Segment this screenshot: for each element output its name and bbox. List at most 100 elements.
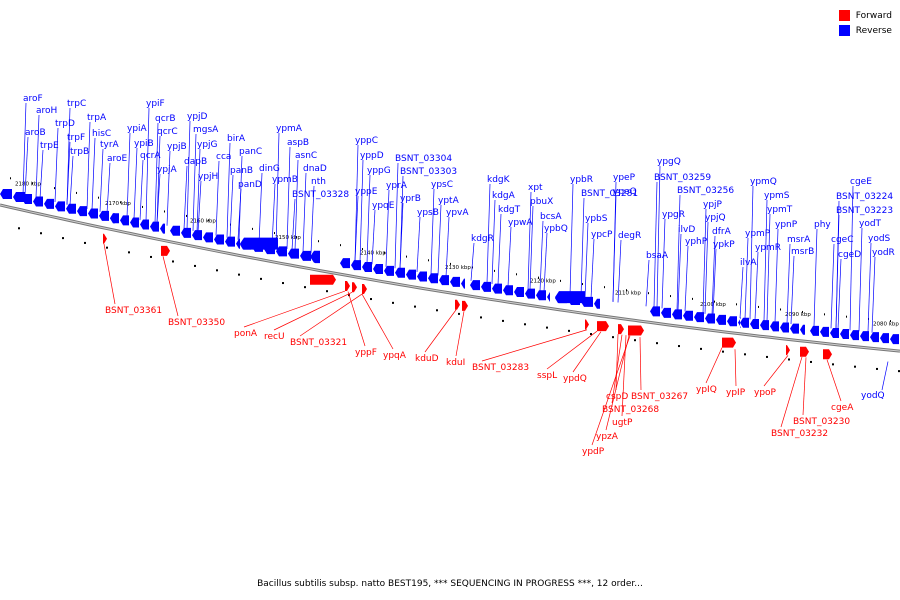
forward-gene-label: BSNT_03230 [793, 417, 850, 427]
reverse-gene-arrow [120, 215, 129, 226]
reverse-leader-line [437, 204, 442, 276]
reverse-gene-label: ypkP [713, 240, 735, 250]
reverse-gene-label: yodR [872, 248, 895, 258]
axis-tick-mark [120, 201, 121, 204]
reverse-gene-arrow [547, 291, 550, 302]
axis-tick-mark [890, 320, 891, 323]
reverse-gene-arrow [13, 191, 25, 202]
reverse-gene-label: ypgQ [657, 157, 681, 167]
reverse-leader-line [226, 142, 231, 238]
forward-gene-arrow [362, 284, 367, 295]
reverse-gene-arrow [22, 193, 32, 204]
axis-tick-mark [604, 286, 605, 289]
forward-gene-arrow [161, 245, 170, 256]
position-dot [370, 298, 372, 301]
forward-leader-line [780, 356, 803, 428]
forward-gene-labels: BSNT_03361 BSNT_03350 ponA recU BSNT_03321yp… [105, 306, 854, 457]
reverse-leader-line [215, 160, 220, 236]
reverse-gene-label: ypjG [197, 140, 218, 150]
reverse-gene-label: degR [618, 231, 641, 241]
axis-kbp-label: 2110 kbp [615, 291, 641, 297]
forward-gene-label: ypIQ [696, 385, 717, 395]
reverse-gene-label: pbuX [530, 197, 553, 207]
position-dot [788, 358, 790, 361]
reverse-gene-label: yppG [367, 166, 391, 176]
reverse-gene-arrow [650, 306, 660, 317]
reverse-leader-line [539, 220, 544, 292]
forward-gene-label: BSNT_03350 [168, 318, 225, 328]
axis-tick-mark [626, 289, 627, 292]
reverse-gene-label: BSNT_03259 [654, 173, 711, 183]
reverse-gene-label: phy [814, 220, 831, 230]
forward-gene-arrow [618, 324, 624, 335]
forward-gene-label: ypIP [726, 388, 746, 398]
axis-tick-mark [648, 292, 649, 295]
reverse-leader-line [580, 197, 585, 298]
axis-tick-mark [318, 240, 319, 243]
reverse-leader-line [774, 228, 779, 323]
forward-gene-label: BSNT_03268 [602, 405, 659, 415]
position-dot [898, 370, 900, 373]
reverse-gene-arrow [99, 210, 109, 221]
axis-tick-mark [560, 279, 561, 282]
reverse-leader-line [527, 191, 532, 290]
position-dot [194, 264, 196, 267]
reverse-gene-arrow [840, 329, 849, 340]
reverse-leader-line [754, 251, 759, 320]
reverse-leader-line [867, 242, 872, 333]
reverse-gene-arrow [88, 208, 98, 219]
axis-tick-mark [76, 191, 77, 194]
forward-gene-arrow [103, 233, 107, 244]
reverse-leader-line [677, 233, 682, 311]
reverse-leader-line [394, 162, 399, 269]
position-dot [524, 323, 526, 326]
reverse-gene-arrow [276, 246, 287, 257]
reverse-gene-label: hisC [92, 129, 111, 139]
axis-tick-mark [582, 283, 583, 286]
forward-gene-label: kduI [446, 358, 465, 368]
reverse-gene-arrow [225, 236, 235, 247]
reverse-leader-line [24, 136, 29, 196]
reverse-gene-label: ypjQ [705, 213, 726, 223]
axis-tick-mark [824, 313, 825, 316]
reverse-leader-line [145, 107, 150, 222]
forward-gene-label: BSNT_03321 [290, 338, 347, 348]
reverse-gene-label: kdgT [498, 205, 521, 215]
reverse-gene-label: trpD [55, 119, 75, 129]
forward-gene-label: recU [264, 332, 285, 342]
forward-gene-label: cspD [606, 392, 628, 402]
reverse-leader-line [763, 199, 768, 321]
reverse-gene-label: ypnP [775, 220, 798, 230]
axis-tick-mark [450, 262, 451, 265]
reverse-gene-label: yprB [400, 194, 421, 204]
reverse-gene-arrow [514, 286, 524, 297]
reverse-gene-label: aspB [287, 138, 309, 148]
reverse-gene-arrow [214, 234, 224, 245]
reverse-leader-line [749, 185, 754, 320]
reverse-leader-line [470, 242, 475, 281]
reverse-gene-label: msrB [791, 247, 814, 257]
reverse-leader-line [711, 235, 716, 315]
reverse-leader-line [702, 208, 707, 314]
reverse-gene-arrow [77, 206, 87, 217]
reverse-gene-arrow [351, 260, 361, 271]
position-dot [128, 251, 130, 254]
reverse-gene-arrow [384, 265, 394, 276]
forward-gene-arrow [352, 282, 357, 293]
reverse-leader-line [366, 174, 371, 264]
reverse-leader-line [302, 172, 307, 253]
axis-tick-mark [516, 273, 517, 276]
reverse-gene-arrow [417, 271, 427, 282]
reverse-gene-arrow [694, 312, 704, 323]
reverse-leader-line [286, 146, 291, 250]
position-dot [612, 336, 614, 339]
reverse-gene-label: ypeQ [613, 187, 637, 197]
reverse-gene-arrow [790, 323, 799, 334]
axis-kbp-label: 2130 kbp [445, 265, 471, 271]
reverse-leader-line [529, 205, 534, 290]
reverse-leader-line [399, 175, 404, 270]
reverse-gene-label: bsaA [646, 251, 669, 261]
reverse-leader-line [835, 214, 840, 329]
reverse-leader-line [676, 194, 681, 311]
reverse-gene-arrow [450, 276, 460, 287]
